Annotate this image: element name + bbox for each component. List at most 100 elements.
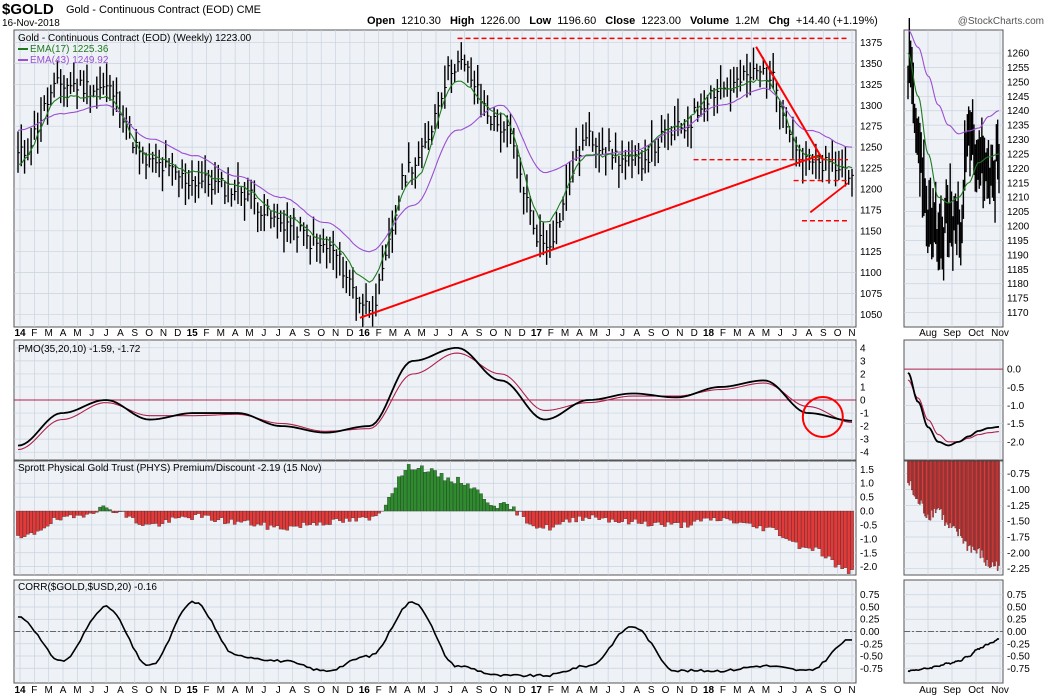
daily-phys-bar <box>979 460 982 559</box>
daily-phys-bar <box>924 460 926 517</box>
symbol-description: Gold - Continuous Contract (EOD) CME <box>66 4 262 16</box>
daily-phys-bar <box>921 460 924 504</box>
x-tick-label: O <box>662 685 670 696</box>
phys-y-tick: 0.5 <box>860 493 874 504</box>
x-tick-label: D <box>174 685 181 696</box>
phys-bar <box>367 510 372 521</box>
x-tick-label: 17 <box>531 328 543 339</box>
pmo-y-tick: -1 <box>860 409 869 420</box>
phys-bar <box>564 510 569 520</box>
phys-bar <box>630 510 634 522</box>
phys-bar <box>259 510 263 526</box>
x-tick-label: O <box>489 685 497 696</box>
x-tick-label: F <box>548 685 554 696</box>
daily-phys-bar <box>928 460 930 520</box>
pmo-y-tick: -4 <box>860 448 869 459</box>
phys-bar <box>466 483 470 512</box>
phys-bar <box>413 469 418 512</box>
phys-bar <box>311 510 316 523</box>
daily-phys-bar <box>978 460 981 549</box>
x-tick-label: J <box>104 685 109 696</box>
phys-bar <box>557 510 562 525</box>
phys-bar <box>620 510 624 522</box>
phys-bar <box>689 510 693 526</box>
x-tick-label: J <box>448 685 453 696</box>
phys-bar <box>633 510 638 520</box>
daily-phys-bar <box>916 460 919 499</box>
x-tick-label: A <box>806 328 813 339</box>
phys-bar <box>219 510 224 518</box>
x-tick-label: M <box>389 328 397 339</box>
phys-bar <box>324 510 329 525</box>
phys-bar <box>344 510 349 519</box>
phys-bar <box>682 510 687 523</box>
phys-bar <box>643 510 647 522</box>
daily-pmo-tick: -0.5 <box>1007 383 1025 394</box>
phys-bar <box>528 510 533 525</box>
pmo-line <box>17 346 853 447</box>
phys-bar <box>594 510 598 518</box>
phys-bar <box>282 510 286 530</box>
phys-bar <box>114 510 119 514</box>
daily-phys-bar <box>920 460 922 501</box>
phys-bar <box>666 510 670 523</box>
daily-phys-bar <box>913 460 916 497</box>
phys-bar <box>124 510 129 518</box>
phys-bar <box>584 510 588 518</box>
falling-trendline <box>755 46 824 161</box>
phys-bar <box>764 510 769 528</box>
daily-pmo-tick: -1.5 <box>1007 419 1025 430</box>
pmo-y-tick: -2 <box>860 422 869 433</box>
phys-bar <box>167 510 171 523</box>
phys-bar <box>75 510 79 516</box>
phys-bar <box>446 477 450 512</box>
phys-bar <box>751 510 756 528</box>
phys-bar <box>472 487 477 512</box>
x-tick-label: M <box>733 328 741 339</box>
x-tick-label: N <box>848 685 855 696</box>
phys-bar <box>768 510 772 528</box>
phys-y-tick: 1.0 <box>860 479 874 490</box>
ema43-legend: EMA(43) 1249.92 <box>30 55 109 66</box>
daily-price-tick: 1255 <box>1007 63 1030 74</box>
price-y-tick: 1125 <box>860 247 882 258</box>
phys-bar <box>150 510 155 524</box>
pennant-lower-line <box>809 182 849 214</box>
phys-bar <box>502 502 506 512</box>
x-tick-label: F <box>720 685 726 696</box>
phys-bar <box>246 510 250 521</box>
phys-bar <box>45 510 50 527</box>
daily-phys-bar <box>944 460 946 526</box>
x-tick-label: D <box>691 328 698 339</box>
phys-bar <box>531 510 536 527</box>
phys-bar <box>318 510 322 523</box>
x-tick-label: 18 <box>703 328 715 339</box>
phys-bar <box>722 510 726 519</box>
phys-bar <box>397 476 401 512</box>
daily-price-tick: 1215 <box>1007 178 1030 189</box>
x-tick-label: J <box>620 685 625 696</box>
daily-phys-bar <box>907 460 909 483</box>
x-tick-label: S <box>476 328 483 339</box>
phys-bar <box>39 510 43 531</box>
phys-bar <box>512 506 516 512</box>
phys-bar <box>656 510 661 523</box>
x-tick-label: M <box>245 328 253 339</box>
open-value: 1210.30 <box>401 15 441 27</box>
x-tick-label: D <box>346 685 353 696</box>
daily-phys-bar <box>961 460 963 538</box>
price-y-tick: 1225 <box>860 164 883 175</box>
x-tick-label: S <box>648 328 655 339</box>
daily-phys-bar <box>987 460 990 567</box>
x-tick-label: J <box>792 685 797 696</box>
x-tick-label: M <box>217 685 225 696</box>
phys-bar <box>249 510 253 526</box>
phys-bar <box>262 510 267 523</box>
daily-corr-line <box>907 637 1000 673</box>
daily-phys-bar <box>926 460 929 515</box>
phys-bar <box>709 510 713 521</box>
x-tick-label: A <box>289 685 296 696</box>
phys-bar <box>640 510 644 524</box>
daily-pmo-tick: -2.0 <box>1007 437 1025 448</box>
daily-phys-bar <box>942 460 945 515</box>
